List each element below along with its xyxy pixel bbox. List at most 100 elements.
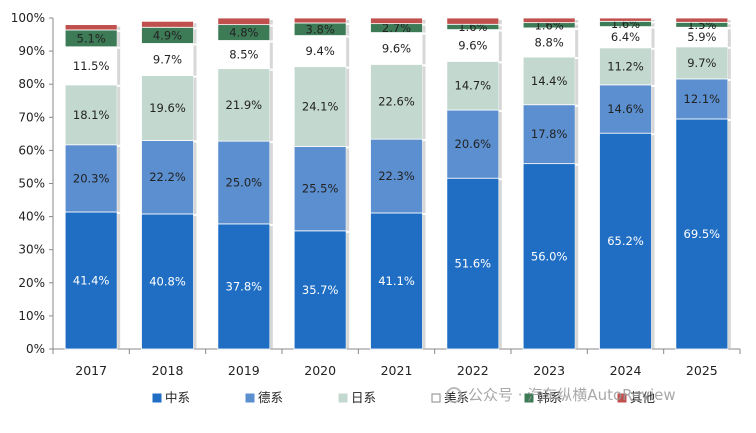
bar-shadow — [498, 63, 502, 111]
bar-shadow — [346, 68, 350, 147]
bar-segment — [64, 84, 118, 146]
data-label: 4.8% — [229, 26, 258, 40]
bar-shadow — [117, 48, 121, 85]
bar-shadow — [651, 28, 655, 48]
data-label: 14.7% — [455, 79, 492, 93]
bar-segment — [522, 17, 576, 24]
bar-segment — [446, 17, 500, 25]
bar-shadow — [575, 59, 579, 105]
bar-segment — [370, 32, 423, 65]
bar-shadow — [575, 29, 579, 58]
bar-shadow — [727, 29, 731, 47]
bar-shadow — [193, 142, 197, 214]
legend-swatch — [245, 393, 255, 403]
data-label: 9.6% — [458, 38, 487, 52]
watermark-text: 公众号 · 汽车纵横AutoReview — [468, 386, 676, 404]
legend-label: 日系 — [351, 390, 376, 405]
legend-label: 中系 — [165, 390, 190, 405]
x-tick-label: 2021 — [381, 363, 413, 378]
bar-shadow — [575, 165, 579, 349]
y-tick-label: 60% — [18, 143, 45, 157]
data-label: 11.5% — [73, 59, 110, 73]
data-label: 51.6% — [455, 257, 492, 271]
bar-shadow — [269, 70, 273, 142]
data-label: 9.7% — [153, 53, 182, 67]
bar-segment — [293, 66, 347, 147]
bar-shadow — [193, 45, 197, 76]
bar-shadow — [346, 24, 350, 36]
bar-segment — [141, 75, 194, 141]
bar-shadow — [727, 24, 731, 28]
bar-shadow — [269, 42, 273, 69]
bar-segment — [446, 109, 500, 179]
bar-shadow — [651, 135, 655, 349]
bar-shadow — [651, 20, 655, 22]
y-tick-label: 0% — [26, 342, 45, 356]
bar-shadow — [651, 86, 655, 134]
x-tick-label: 2022 — [457, 363, 489, 378]
bar-shadow — [269, 143, 273, 224]
legend-swatch — [338, 393, 348, 403]
bar-shadow — [193, 23, 197, 28]
bar-segment — [675, 78, 729, 120]
y-tick-label: 90% — [18, 44, 45, 58]
bar-segment — [293, 17, 347, 24]
bar-segment — [370, 138, 423, 214]
bar-shadow — [422, 141, 426, 213]
data-label: 69.5% — [684, 227, 721, 241]
bar-segment — [141, 140, 194, 215]
bar-segment — [141, 20, 194, 28]
x-tick-label: 2020 — [304, 363, 336, 378]
bar-shadow — [498, 31, 502, 62]
bar-shadow — [193, 215, 197, 349]
bar-shadow — [575, 20, 579, 23]
bar-shadow — [422, 20, 426, 24]
data-label: 5.1% — [77, 31, 106, 45]
bar-shadow — [422, 214, 426, 349]
bar-shadow — [498, 180, 502, 349]
bar-segment — [217, 223, 271, 350]
legend-swatch — [152, 393, 162, 403]
bar-shadow — [346, 20, 350, 23]
data-label: 19.6% — [149, 101, 186, 115]
data-label: 14.4% — [531, 74, 568, 88]
x-tick-label: 2017 — [75, 363, 107, 378]
legend-label: 德系 — [258, 390, 283, 405]
data-label: 22.6% — [378, 95, 415, 109]
bar-segment — [370, 212, 423, 350]
legend-label: 其他 — [630, 390, 656, 405]
data-label: 21.9% — [226, 98, 263, 112]
bar-segment — [599, 47, 652, 86]
bar-shadow — [727, 120, 731, 349]
bar-segment — [446, 177, 500, 350]
bar-shadow — [117, 213, 121, 349]
bar-shadow — [727, 80, 731, 119]
bar-shadow — [422, 25, 426, 33]
data-label: 9.4% — [306, 44, 335, 58]
bar-shadow — [269, 225, 273, 349]
legend-swatch — [524, 393, 534, 403]
data-label: 9.6% — [382, 41, 411, 55]
bar-segment — [522, 104, 576, 165]
bar-shadow — [422, 66, 426, 140]
bar-shadow — [727, 20, 731, 23]
bar-shadow — [269, 26, 273, 41]
bar-shadow — [727, 48, 731, 79]
bar-segment — [217, 17, 271, 26]
data-label: 8.8% — [535, 35, 564, 49]
bar-segment — [64, 144, 118, 213]
data-label: 2.7% — [382, 21, 411, 35]
bar-shadow — [651, 49, 655, 85]
bar-shadow — [498, 26, 502, 30]
data-label: 5.9% — [687, 30, 716, 44]
data-label: 25.0% — [226, 176, 263, 190]
y-tick-label: 10% — [18, 309, 45, 323]
data-label: 20.3% — [73, 171, 110, 185]
bar-segment — [675, 17, 729, 23]
bar-shadow — [651, 23, 655, 27]
bar-shadow — [575, 24, 579, 28]
x-tick-label: 2023 — [533, 363, 565, 378]
bar-segment — [599, 17, 652, 22]
data-label: 56.0% — [531, 249, 568, 263]
